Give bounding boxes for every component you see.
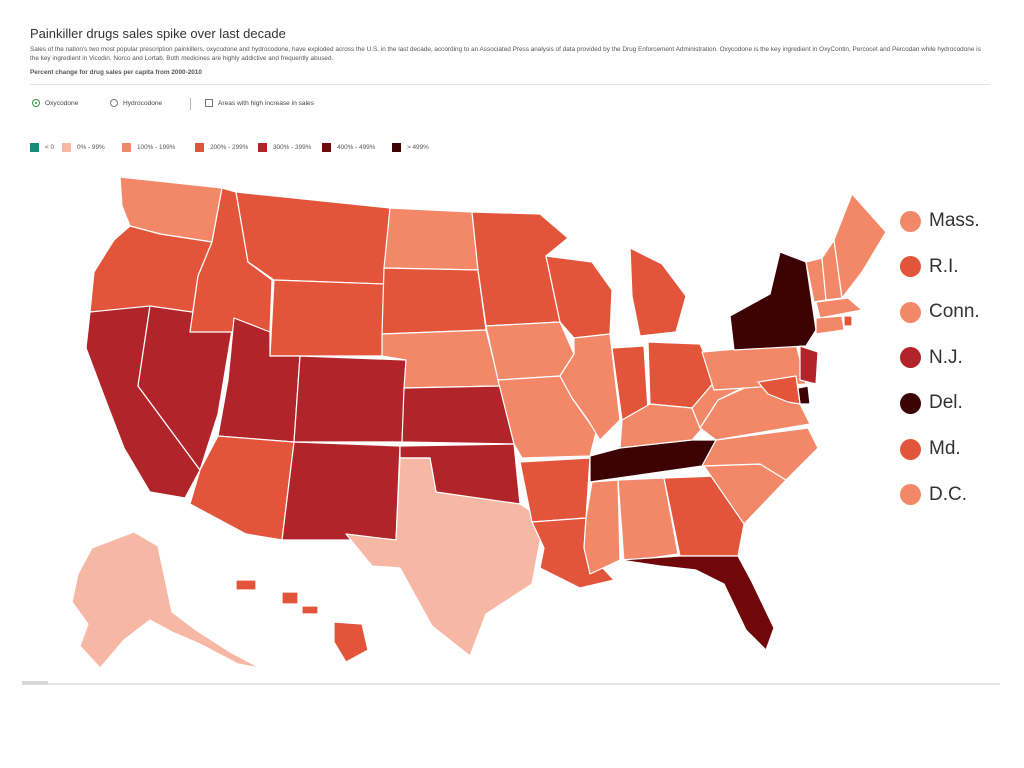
radio-unselected-icon <box>110 99 118 107</box>
legend-label: < 0 <box>45 144 55 151</box>
state-ak[interactable] <box>71 531 261 669</box>
checkbox-icon <box>205 99 213 107</box>
ne-key-dot <box>900 301 921 323</box>
description-text: Sales of the nation's two most popular p… <box>30 46 981 62</box>
legend-swatch <box>30 143 39 152</box>
state-sd[interactable] <box>381 267 487 335</box>
legend-label: 100% - 199% <box>137 144 176 151</box>
oxycodone-radio[interactable]: Oxycodone <box>32 99 78 107</box>
state-ct[interactable] <box>815 315 845 335</box>
state-me[interactable] <box>833 193 887 299</box>
ne-key-label: R.I. <box>929 255 959 277</box>
ne-key-label: Conn. <box>929 301 980 323</box>
legend-label: > 499% <box>407 144 429 151</box>
header-divider <box>30 84 990 85</box>
legend-item: 400% - 499% <box>322 143 375 152</box>
ne-key-label: Md. <box>929 438 961 459</box>
ne-key-label: Mass. <box>929 210 980 231</box>
state-mt[interactable] <box>235 191 391 285</box>
state-fl[interactable] <box>619 555 775 651</box>
state-hi[interactable] <box>235 579 369 663</box>
state-il[interactable] <box>559 333 621 441</box>
graphic-panel: Painkiller drugs sales spike over last d… <box>22 18 1000 684</box>
state-ar[interactable] <box>519 457 591 523</box>
legend-item: 100% - 199% <box>122 143 175 152</box>
ne-key-ri[interactable]: R.I. <box>900 256 959 278</box>
legend-swatch <box>392 143 401 152</box>
legend-item: 0% - 99% <box>62 143 105 152</box>
legend-swatch <box>62 143 71 152</box>
ne-key-dc[interactable]: D.C. <box>900 484 967 506</box>
legend-item: > 499% <box>392 143 429 152</box>
ne-key-md[interactable]: Md. <box>900 438 961 460</box>
state-al[interactable] <box>617 477 679 563</box>
ne-key-dot <box>900 256 921 278</box>
state-tn[interactable] <box>589 439 717 483</box>
state-ri[interactable] <box>843 315 853 327</box>
state-md[interactable] <box>757 375 801 405</box>
scroll-tab <box>22 681 48 685</box>
legend-label: 400% - 499% <box>337 144 376 151</box>
legend-swatch <box>195 143 204 152</box>
state-nd[interactable] <box>383 207 479 271</box>
state-nj[interactable] <box>799 345 819 385</box>
state-id[interactable] <box>189 187 273 333</box>
ne-key-nj[interactable]: N.J. <box>900 347 963 369</box>
radio-selected-icon <box>32 99 40 107</box>
ne-key-label: N.J. <box>929 346 963 368</box>
legend-label: 200% - 299% <box>210 144 249 151</box>
controls-divider <box>190 98 191 110</box>
ne-key-dot <box>900 347 921 369</box>
ne-key-dot <box>900 484 921 506</box>
state-tx[interactable] <box>345 457 545 657</box>
bottom-divider <box>22 683 1000 685</box>
legend-swatch <box>322 143 331 152</box>
ne-key-ma[interactable]: Mass. <box>900 210 980 232</box>
legend-label: 300% - 399% <box>273 144 312 151</box>
state-ia[interactable] <box>485 321 575 381</box>
map-subtitle: Percent change for drug sales per capita… <box>30 69 202 76</box>
legend-swatch <box>122 143 131 152</box>
high-increase-checkbox[interactable]: Areas with high increase in sales <box>205 99 314 107</box>
hydrocodone-radio[interactable]: Hydrocodone <box>110 99 162 107</box>
legend-item: 200% - 299% <box>195 143 248 152</box>
state-wy[interactable] <box>269 279 385 357</box>
state-ma[interactable] <box>815 297 863 319</box>
ne-key-label: D.C. <box>929 483 967 505</box>
state-ks[interactable] <box>401 385 515 445</box>
state-nm[interactable] <box>281 441 401 541</box>
ne-key-dot <box>900 438 921 460</box>
state-ny[interactable] <box>729 251 817 351</box>
legend-label: 0% - 99% <box>77 144 105 151</box>
ne-key-label: Del. <box>929 392 963 414</box>
page-title: Painkiller drugs sales spike over last d… <box>30 26 286 41</box>
state-mi[interactable] <box>629 247 687 337</box>
legend-swatch <box>258 143 267 152</box>
ne-key-de[interactable]: Del. <box>900 392 963 414</box>
legend-item: 300% - 399% <box>258 143 311 152</box>
oxycodone-label: Oxycodone <box>45 99 79 107</box>
high-increase-label: Areas with high increase in sales <box>218 99 315 107</box>
legend-item: < 0 <box>30 143 54 152</box>
state-ms[interactable] <box>583 479 621 575</box>
ne-key-dot <box>900 392 921 414</box>
ne-key-dot <box>900 210 921 232</box>
state-co[interactable] <box>293 355 407 443</box>
ne-key-ct[interactable]: Conn. <box>900 301 980 323</box>
hydrocodone-label: Hydrocodone <box>123 99 163 107</box>
